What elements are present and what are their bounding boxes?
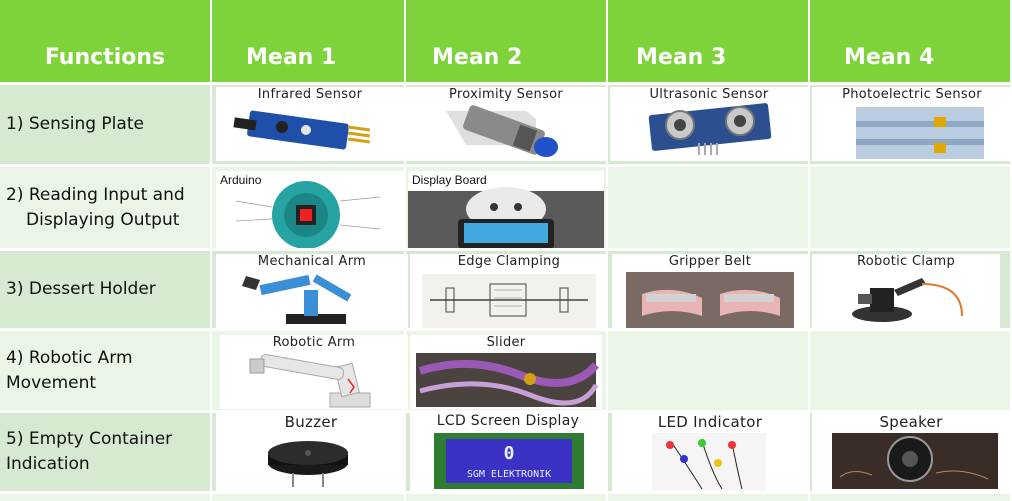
- function-label: 1) Sensing Plate: [0, 85, 212, 164]
- photoelectric-sensor-icon: [856, 107, 984, 159]
- mechanical-arm-icon: [242, 274, 352, 324]
- mean-cell: Arduino: [212, 167, 406, 249]
- photoelectric-sensor-image: Photoelectric Sensor: [812, 87, 1012, 161]
- gripper-belt-image: Gripper Belt: [612, 254, 808, 328]
- edge-clamping-image: Edge Clamping: [410, 254, 608, 328]
- mean-cell-empty: [810, 167, 1012, 248]
- mean-caption: Display Board: [412, 173, 487, 187]
- mean-cell-empty: [212, 494, 406, 501]
- lcd-text: SGM ELEKTRONIK: [467, 469, 551, 480]
- table-row: 2) Reading Input and Displaying Output Ar…: [0, 164, 1012, 249]
- mean-cell-empty: [608, 331, 810, 410]
- header-mean-4: Mean 4: [810, 0, 1012, 82]
- mean-caption: Edge Clamping: [457, 254, 561, 269]
- display-board-icon: [408, 187, 604, 249]
- function-label-line1: 5) Empty Container: [6, 429, 173, 449]
- function-label: 3) Dessert Holder: [0, 251, 212, 328]
- display-board-image: Display Board: [408, 171, 604, 249]
- mean-caption: Gripper Belt: [668, 254, 752, 269]
- header-mean-1: Mean 1: [212, 0, 406, 82]
- mean-caption: Ultrasonic Sensor: [649, 87, 769, 102]
- function-label-line2: Displaying Output: [26, 209, 180, 230]
- mean-caption: Arduino: [220, 173, 262, 187]
- mean-cell: Proximity Sensor: [406, 85, 608, 164]
- table-row: 1) Sensing Plate Infrared Sensor Proximi…: [0, 82, 1012, 164]
- gripper-belt-icon: [626, 272, 794, 328]
- header-functions: Functions: [0, 0, 212, 82]
- mean-caption: Infrared Sensor: [257, 87, 363, 102]
- edge-clamping-icon: [422, 274, 596, 328]
- mean-cell: Gripper Belt: [608, 251, 810, 328]
- table-row: 4) Robotic Arm Movement Robotic Arm Slide…: [0, 328, 1012, 410]
- mean-caption: Robotic Arm: [272, 335, 356, 350]
- table-row: 5) Empty Container Indication Buzzer LCD …: [0, 410, 1012, 491]
- mean-caption: Buzzer: [284, 413, 338, 431]
- mean-cell: Photoelectric Sensor: [810, 85, 1012, 164]
- lcd-digit: 0: [504, 443, 515, 464]
- mean-caption: Robotic Clamp: [856, 254, 956, 269]
- ultrasonic-sensor-image: Ultrasonic Sensor: [610, 87, 808, 161]
- function-label-line2: Indication: [6, 454, 90, 474]
- speaker-icon: [832, 433, 998, 489]
- mean-cell: Robotic Clamp: [810, 251, 1012, 328]
- slider-image: Slider: [410, 335, 602, 409]
- function-label-line2: Movement: [6, 372, 97, 393]
- mean-caption: Speaker: [879, 413, 943, 431]
- buzzer-icon: [268, 441, 348, 487]
- slider-icon: [416, 353, 600, 407]
- mean-cell: Display Board: [406, 167, 608, 249]
- mean-cell: Edge Clamping: [406, 251, 608, 328]
- mean-cell: Robotic Arm: [212, 331, 408, 410]
- mean-caption: LCD Screen Display: [436, 413, 580, 429]
- mean-cell: Slider: [406, 331, 608, 410]
- mean-caption: Proximity Sensor: [448, 87, 564, 102]
- function-label: 4) Robotic Arm Movement: [0, 331, 212, 410]
- mean-cell-empty: [608, 494, 810, 501]
- table-row-partial: [0, 491, 1012, 501]
- mean-cell-empty: [810, 331, 1012, 410]
- table-row: 3) Dessert Holder Mechanical Arm Edge Cl…: [0, 248, 1012, 328]
- mechanical-arm-image: Mechanical Arm: [216, 254, 408, 328]
- mean-caption: Photoelectric Sensor: [842, 87, 982, 102]
- proximity-sensor-icon: [446, 105, 558, 157]
- speaker-image: Speaker: [812, 413, 1010, 491]
- mean-cell-empty: [406, 494, 608, 501]
- robotic-clamp-icon: [852, 278, 963, 322]
- mean-cell: LCD Screen Display 0 SGM ELEKTRONIK: [406, 413, 608, 491]
- function-label-line1: 2) Reading Input and: [6, 184, 185, 205]
- mean-cell-empty: [608, 167, 810, 248]
- arduino-icon: [235, 181, 381, 249]
- mean-cell: Infrared Sensor: [212, 85, 406, 164]
- function-label: 2) Reading Input and Displaying Output: [0, 167, 212, 248]
- robotic-arm-icon: [249, 354, 371, 408]
- header-mean-2: Mean 2: [406, 0, 608, 82]
- ultrasonic-sensor-icon: [648, 103, 772, 155]
- mean-cell: Speaker: [810, 413, 1012, 491]
- mean-cell: LED Indicator: [608, 413, 810, 491]
- mean-cell: Buzzer: [212, 413, 406, 491]
- mean-caption: Slider: [486, 335, 526, 350]
- mean-cell: Ultrasonic Sensor: [608, 85, 810, 164]
- lcd-screen-display-image: LCD Screen Display 0 SGM ELEKTRONIK: [410, 413, 606, 491]
- robotic-clamp-image: Robotic Clamp: [812, 254, 1000, 328]
- proximity-sensor-image: Proximity Sensor: [406, 87, 606, 161]
- infrared-sensor-image: Infrared Sensor: [216, 87, 404, 161]
- arduino-image: Arduino: [216, 171, 404, 249]
- mean-cell-empty: [810, 494, 1012, 501]
- lcd-screen-icon: 0 SGM ELEKTRONIK: [434, 433, 584, 489]
- led-indicator-icon: [652, 433, 766, 491]
- led-indicator-image: LED Indicator: [612, 413, 808, 491]
- header-mean-3: Mean 3: [608, 0, 810, 82]
- mean-caption: Mechanical Arm: [257, 254, 367, 269]
- robotic-arm-image: Robotic Arm: [220, 335, 408, 409]
- function-label-empty: [0, 494, 212, 501]
- mean-cell: Mechanical Arm: [212, 251, 408, 328]
- infrared-sensor-icon: [233, 110, 371, 150]
- buzzer-image: Buzzer: [216, 413, 406, 491]
- mean-caption: LED Indicator: [657, 413, 763, 431]
- function-label-line1: 4) Robotic Arm: [6, 347, 133, 368]
- function-label: 5) Empty Container Indication: [0, 413, 212, 491]
